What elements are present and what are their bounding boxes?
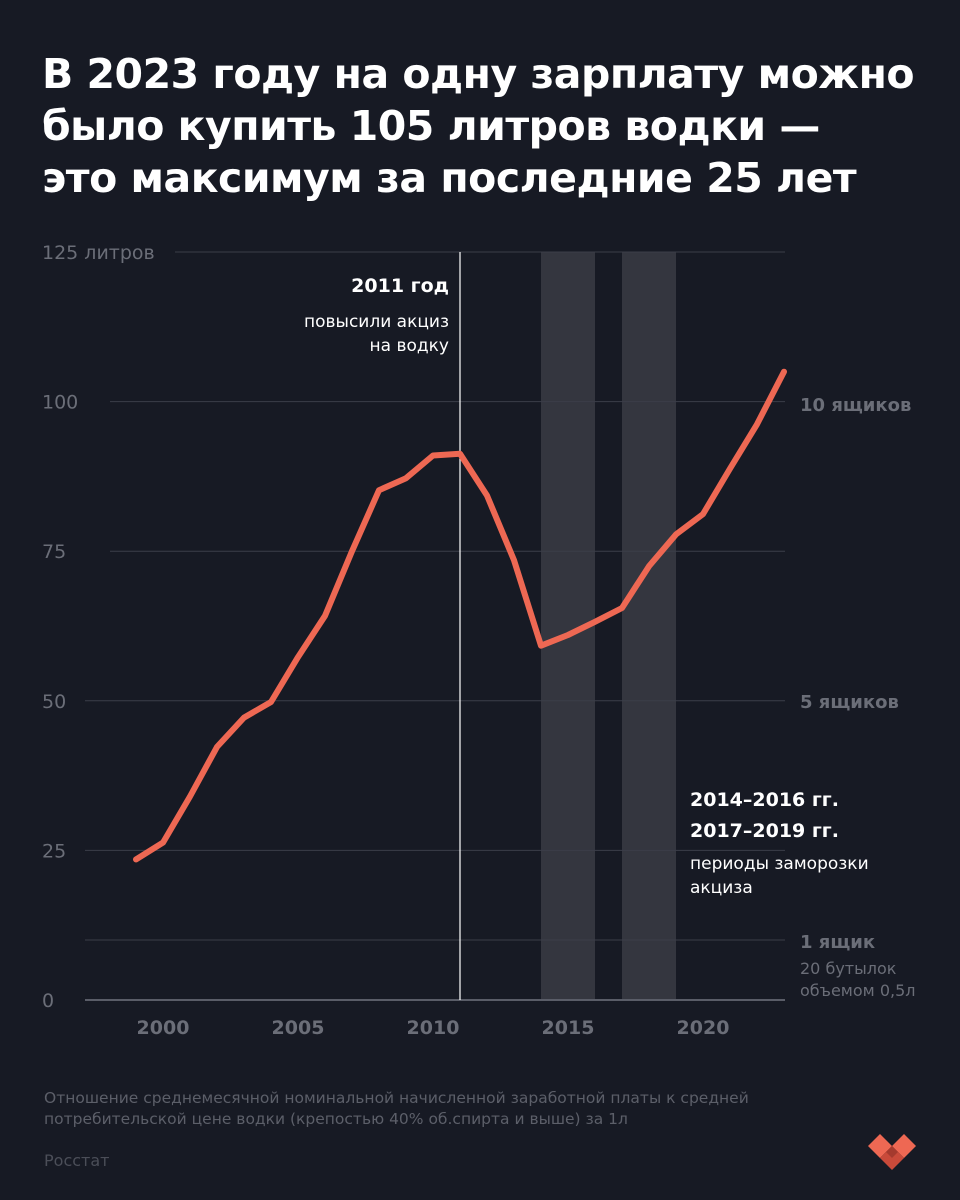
right-axis-sublabel-3-1: 20 бутылок [800,959,897,978]
footnote-line-1: Отношение среднемесячной номинальной нач… [44,1089,749,1107]
page-title: В 2023 году на одну зарплату можно было … [42,48,922,204]
footnote: Отношение среднемесячной номинальной нач… [44,1088,804,1130]
y-tick-label-125: 125 литров [42,242,155,264]
x-tick-label-2015: 2015 [542,1017,595,1039]
x-tick-label-2005: 2005 [272,1017,325,1039]
title-line-2: было купить 105 литров водки — [42,102,820,150]
source-label: Росстат [44,1151,110,1170]
footnote-line-2: потребительской цене водки (крепостью 40… [44,1110,628,1128]
right-axis-label-1: 10 ящиков [800,395,911,416]
right-axis-label-3: 1 ящик [800,932,875,953]
annotation-2011-line-2: на водку [370,336,449,356]
annotation-2011-line-1: повысили акциз [304,312,449,332]
x-tick-label-2020: 2020 [677,1017,730,1039]
right-axis-label-2: 5 ящиков [800,692,899,713]
annotation-2011-title: 2011 год [351,275,449,297]
y-tick-label-100: 100 [42,392,78,414]
y-tick-label-50: 50 [42,691,66,713]
annotation-freeze-title-1: 2014–2016 гг. [690,789,839,811]
x-tick-label-2000: 2000 [137,1017,190,1039]
annotation-freeze-title-2: 2017–2019 гг. [690,820,839,842]
y-tick-label-0: 0 [42,990,54,1012]
heart-logo-icon [868,1134,916,1170]
title-line-1: В 2023 году на одну зарплату можно [42,50,915,98]
right-axis-sublabel-3-2: объемом 0,5л [800,981,916,1000]
data-series-line [133,368,787,863]
y-tick-label-25: 25 [42,840,66,862]
title-line-3: это максимум за последние 25 лет [42,154,857,202]
annotation-freeze-line-1: периоды заморозки [690,854,869,874]
freeze-period-2 [622,252,676,1000]
vodka-chart: 0 25 50 75 100 125 литров 2000 2005 2010 2015 2020… [42,242,916,1039]
y-tick-label-75: 75 [42,541,66,563]
annotation-freeze-line-2: акциза [690,878,753,898]
x-tick-label-2010: 2010 [407,1017,460,1039]
